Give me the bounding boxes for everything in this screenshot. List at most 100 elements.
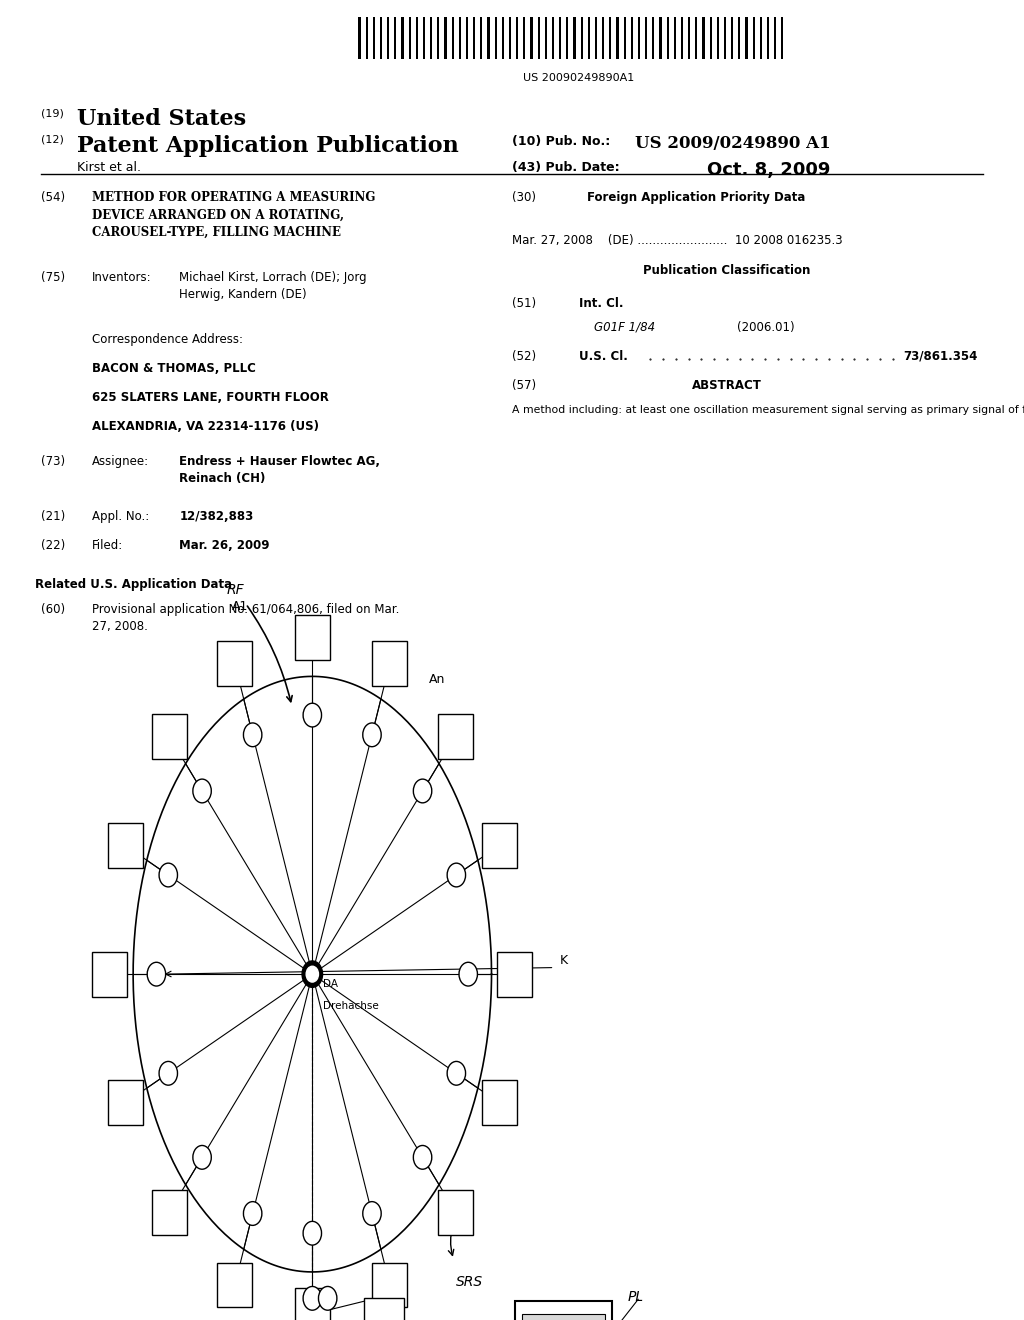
Circle shape [459, 962, 477, 986]
Bar [602, 17, 604, 59]
Text: (22): (22) [41, 539, 66, 552]
FancyBboxPatch shape [108, 822, 142, 867]
Bar [387, 17, 389, 59]
FancyBboxPatch shape [482, 1081, 517, 1126]
Bar [702, 17, 705, 59]
Text: Provisional application No. 61/064,806, filed on Mar.
27, 2008.: Provisional application No. 61/064,806, … [92, 603, 399, 634]
Bar [373, 17, 375, 59]
Bar [559, 17, 561, 59]
Bar [509, 17, 511, 59]
Text: Correspondence Address:: Correspondence Address: [92, 333, 243, 346]
Circle shape [302, 961, 323, 987]
Bar [423, 17, 425, 59]
Text: METHOD FOR OPERATING A MEASURING
DEVICE ARRANGED ON A ROTATING,
CAROUSEL-TYPE, F: METHOD FOR OPERATING A MEASURING DEVICE … [92, 191, 376, 239]
Circle shape [303, 1221, 322, 1245]
Bar [624, 17, 626, 59]
Bar [452, 17, 454, 59]
Circle shape [244, 723, 262, 747]
Circle shape [147, 962, 166, 986]
Bar [416, 17, 418, 59]
Bar [731, 17, 733, 59]
Bar [473, 17, 475, 59]
Text: 625 SLATERS LANE, FOURTH FLOOR: 625 SLATERS LANE, FOURTH FLOOR [92, 391, 329, 404]
Text: (60): (60) [41, 603, 66, 616]
Circle shape [303, 1287, 322, 1311]
Text: (2006.01): (2006.01) [737, 321, 795, 334]
Bar [566, 17, 568, 59]
Bar [609, 17, 611, 59]
Circle shape [159, 863, 177, 887]
Text: Mar. 27, 2008    (DE) ........................  10 2008 016235.3: Mar. 27, 2008 (DE) .....................… [512, 234, 843, 247]
Bar [552, 17, 554, 59]
Bar [667, 17, 669, 59]
Text: (19): (19) [41, 108, 63, 119]
Text: (52): (52) [512, 350, 537, 363]
Circle shape [193, 1146, 211, 1170]
Text: Inventors:: Inventors: [92, 271, 152, 284]
Circle shape [414, 1146, 432, 1170]
FancyBboxPatch shape [92, 952, 127, 997]
Bar [760, 17, 762, 59]
Text: (43) Pub. Date:: (43) Pub. Date: [512, 161, 620, 174]
Text: (51): (51) [512, 297, 537, 310]
Bar [774, 17, 776, 59]
Text: G01F 1/84: G01F 1/84 [594, 321, 655, 334]
Circle shape [303, 704, 322, 727]
Bar [516, 17, 518, 59]
Bar [738, 17, 740, 59]
Text: 73/861.354: 73/861.354 [903, 350, 978, 363]
Text: ALEXANDRIA, VA 22314-1176 (US): ALEXANDRIA, VA 22314-1176 (US) [92, 420, 319, 433]
Bar [430, 17, 432, 59]
Text: (10) Pub. No.:: (10) Pub. No.: [512, 135, 610, 148]
Circle shape [193, 779, 211, 803]
Bar [781, 17, 783, 59]
Text: US 20090249890A1: US 20090249890A1 [523, 73, 634, 83]
Bar [710, 17, 712, 59]
Bar [495, 17, 497, 59]
FancyBboxPatch shape [438, 1189, 473, 1234]
Bar [409, 17, 411, 59]
Text: Assignee:: Assignee: [92, 455, 150, 469]
Text: Oct. 8, 2009: Oct. 8, 2009 [707, 161, 829, 180]
Circle shape [306, 966, 318, 982]
Circle shape [414, 779, 432, 803]
FancyBboxPatch shape [295, 1288, 330, 1320]
Text: Publication Classification: Publication Classification [643, 264, 811, 277]
Text: (57): (57) [512, 379, 537, 392]
Circle shape [362, 1201, 381, 1225]
Bar [530, 17, 532, 59]
Bar [437, 17, 439, 59]
Text: DA: DA [323, 979, 338, 990]
FancyBboxPatch shape [498, 952, 532, 997]
Bar [459, 17, 461, 59]
Circle shape [318, 1287, 337, 1311]
Bar [581, 17, 583, 59]
Bar [724, 17, 726, 59]
Bar [538, 17, 540, 59]
Bar [674, 17, 676, 59]
Bar [573, 17, 575, 59]
Text: (12): (12) [41, 135, 63, 145]
Text: US 2009/0249890 A1: US 2009/0249890 A1 [635, 135, 830, 152]
Text: Kirst et al.: Kirst et al. [77, 161, 141, 174]
Circle shape [244, 1201, 262, 1225]
Text: PL: PL [628, 1291, 644, 1304]
FancyBboxPatch shape [364, 1299, 404, 1320]
Bar [480, 17, 482, 59]
Bar [645, 17, 647, 59]
Text: BACON & THOMAS, PLLC: BACON & THOMAS, PLLC [92, 362, 256, 375]
FancyBboxPatch shape [522, 1315, 605, 1320]
Text: Michael Kirst, Lorrach (DE); Jorg
Herwig, Kandern (DE): Michael Kirst, Lorrach (DE); Jorg Herwig… [179, 271, 367, 301]
Bar [394, 17, 396, 59]
FancyBboxPatch shape [217, 1263, 252, 1308]
Bar [523, 17, 525, 59]
Text: 12/382,883: 12/382,883 [179, 510, 254, 523]
Text: (75): (75) [41, 271, 66, 284]
Bar [401, 17, 403, 59]
Bar [652, 17, 654, 59]
Bar [753, 17, 755, 59]
Bar [358, 17, 360, 59]
Text: SRS: SRS [456, 1275, 483, 1288]
FancyBboxPatch shape [295, 615, 330, 660]
FancyBboxPatch shape [373, 1263, 408, 1308]
